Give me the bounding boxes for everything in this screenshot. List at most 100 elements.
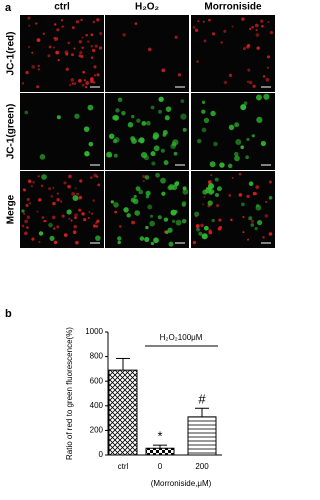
row-label: Merge — [6, 194, 17, 224]
cell — [52, 186, 55, 189]
cell — [90, 33, 94, 37]
cell — [228, 124, 235, 131]
cell — [114, 210, 118, 214]
cell — [268, 232, 273, 236]
cell — [228, 193, 232, 197]
cell — [41, 216, 45, 219]
cell — [130, 197, 136, 203]
cell — [219, 162, 225, 168]
cell — [50, 195, 54, 198]
cell — [60, 19, 63, 22]
cell — [141, 121, 147, 126]
cell — [81, 212, 85, 216]
cell — [149, 214, 154, 218]
cell — [255, 94, 262, 101]
cell — [78, 208, 82, 212]
cell — [96, 219, 100, 223]
cell — [70, 78, 75, 82]
cell — [97, 183, 101, 187]
cell — [242, 231, 245, 234]
micrograph — [20, 93, 104, 170]
cell — [26, 215, 31, 220]
cell — [81, 46, 84, 49]
cell — [52, 201, 56, 206]
cell — [264, 214, 269, 218]
cell — [56, 28, 60, 32]
x-tick-label: 200 — [195, 462, 209, 471]
cell — [27, 16, 31, 20]
cell — [209, 161, 216, 168]
cell — [24, 219, 29, 224]
cell — [87, 104, 94, 111]
cell — [167, 227, 173, 233]
treatment-label: H₂O₂100μM — [160, 333, 203, 342]
cell — [158, 96, 164, 102]
cell — [88, 141, 94, 147]
cell — [61, 25, 64, 28]
cell — [25, 203, 29, 207]
cell — [53, 227, 56, 230]
cell — [54, 23, 57, 26]
cell — [216, 186, 222, 192]
cell — [266, 55, 271, 59]
cell — [134, 22, 138, 25]
bar — [145, 447, 175, 456]
cell — [72, 230, 77, 235]
cell — [208, 190, 213, 195]
cell — [40, 184, 44, 188]
cell — [245, 155, 249, 160]
cell — [23, 188, 26, 192]
significance-marker: # — [198, 392, 206, 407]
y-tick-label: 400 — [90, 401, 104, 410]
cell — [31, 237, 35, 241]
cell — [56, 225, 60, 229]
cell — [214, 177, 219, 182]
x-tick-label: 0 — [158, 462, 163, 471]
cell — [73, 82, 77, 86]
cell — [83, 217, 87, 222]
cell — [150, 105, 155, 110]
cell — [194, 211, 200, 217]
cell — [119, 225, 122, 228]
cell — [208, 229, 212, 233]
cell — [201, 127, 207, 133]
cell — [160, 148, 165, 153]
cell — [68, 217, 71, 220]
cell — [27, 45, 31, 48]
cell — [37, 68, 41, 71]
cell — [122, 33, 126, 37]
cell — [163, 217, 169, 222]
cell — [23, 212, 26, 215]
cell — [182, 186, 187, 191]
cell — [261, 24, 264, 28]
cell — [56, 115, 61, 120]
cell — [162, 130, 168, 136]
cell — [71, 192, 75, 196]
cell — [195, 224, 200, 228]
cell — [93, 65, 97, 69]
cell — [148, 47, 152, 52]
cell — [180, 99, 185, 103]
cell — [47, 54, 51, 58]
cell — [53, 36, 56, 40]
cell — [255, 185, 260, 190]
cell — [99, 32, 103, 36]
cell — [243, 101, 248, 106]
cell — [91, 48, 96, 53]
cell — [28, 24, 31, 27]
row-label: JC-1(green) — [6, 104, 17, 160]
cell — [90, 212, 94, 215]
bar — [187, 416, 217, 456]
cell — [56, 192, 59, 195]
cell — [234, 151, 239, 157]
cell — [230, 218, 233, 222]
column-header: ctrl — [54, 2, 70, 13]
cell — [182, 127, 187, 132]
cell — [196, 227, 200, 232]
cell — [79, 51, 83, 55]
cell — [65, 67, 69, 71]
cell — [96, 73, 100, 77]
cell — [131, 114, 135, 119]
cell — [262, 75, 266, 78]
cell — [174, 181, 179, 187]
